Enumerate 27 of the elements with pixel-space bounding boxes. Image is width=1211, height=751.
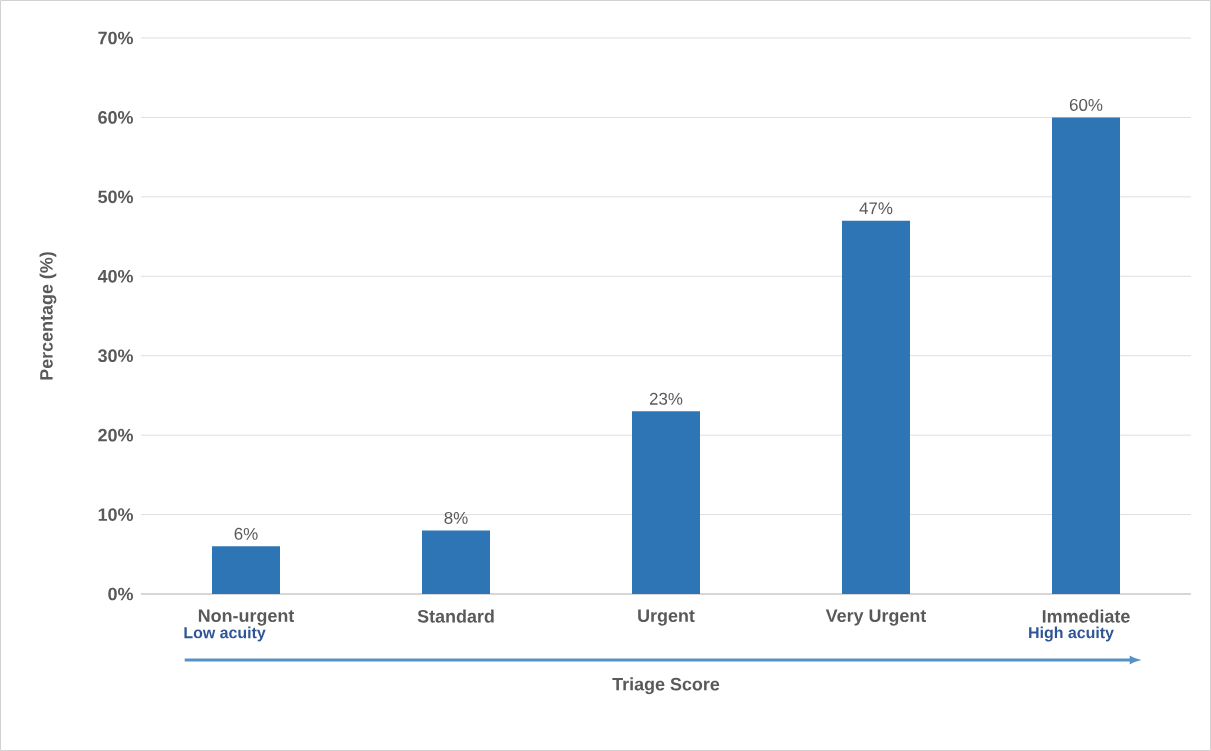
bar [212,546,280,594]
y-tick-label: 30% [98,349,133,363]
y-axis-title: Percentage (%) [39,252,57,380]
text: Low acuity [184,626,266,642]
y-tick-label: 60% [98,111,133,124]
x-axis-title: Triage Score [612,677,720,695]
data-label: 23% [649,392,683,405]
text: High acuity [1029,626,1114,642]
y-tick-label: 40% [97,269,133,283]
y-tick-label: 70% [98,31,133,45]
bar [1052,117,1120,594]
y-tick-label: 0% [108,587,133,601]
x-tick-label: Urgent [638,609,695,626]
y-tick-label: 10% [98,508,133,521]
x-tick-label: Immediate [1042,609,1130,623]
data-label: 47% [859,202,893,215]
data-label: 6% [234,527,258,540]
x-tick-label: Non-urgent [198,609,295,626]
y-tick-label: 20% [98,428,133,442]
data-label: 60% [1069,98,1103,111]
bar [632,411,700,594]
data-label: 8% [444,511,468,524]
x-tick-label: Very Urgent [825,609,927,626]
y-tick-label: 50% [98,190,133,204]
bar [422,530,490,594]
bar [842,220,910,594]
x-tick-label: Standard [417,609,494,623]
